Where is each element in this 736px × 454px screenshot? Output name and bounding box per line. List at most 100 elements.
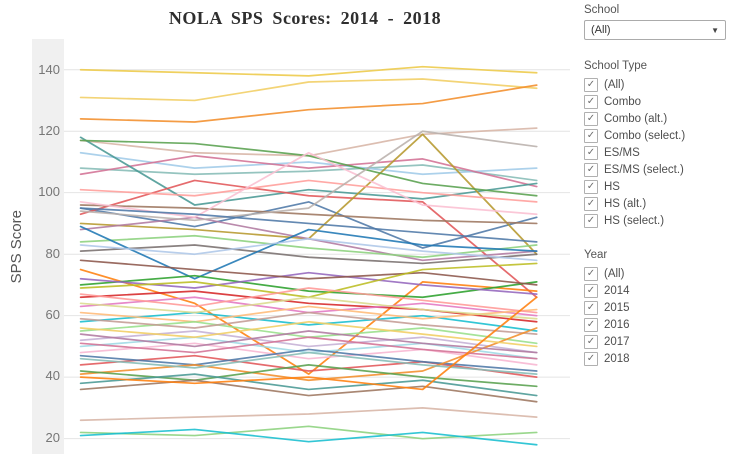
series-line[interactable]	[79, 327, 538, 382]
series-line[interactable]	[79, 262, 538, 299]
checkbox-icon[interactable]	[584, 300, 598, 315]
series-line[interactable]	[79, 351, 538, 375]
checkbox-icon[interactable]	[584, 334, 598, 349]
school-filter-label: School	[584, 4, 620, 16]
series-line[interactable]	[79, 136, 538, 206]
checkbox-icon[interactable]	[584, 266, 598, 281]
filter-panel: School (All) ▼ School Type (All) Combo C…	[570, 0, 736, 454]
series-line[interactable]	[79, 139, 538, 197]
series-line[interactable]	[79, 311, 538, 335]
series-line[interactable]	[79, 274, 538, 299]
series-line[interactable]	[79, 234, 538, 259]
checkbox-icon[interactable]	[584, 128, 598, 143]
checkbox-icon[interactable]	[584, 196, 598, 211]
line-chart-plot-area[interactable]	[64, 39, 570, 454]
option-label: HS (select.)	[604, 214, 665, 227]
series-line[interactable]	[79, 237, 538, 262]
series-line[interactable]	[79, 179, 538, 299]
series-line[interactable]	[79, 348, 538, 372]
school-type-option-combo[interactable]: Combo	[584, 93, 726, 110]
series-line[interactable]	[79, 225, 538, 280]
series-line[interactable]	[79, 207, 538, 243]
option-label: (All)	[604, 78, 625, 91]
year-option-2018[interactable]: 2018	[584, 350, 726, 367]
chart-region: NOLA SPS Scores: 2014 - 2018 SPS Score 2…	[0, 8, 570, 454]
checkbox-icon[interactable]	[584, 283, 598, 298]
school-type-option-esms[interactable]: ES/MS	[584, 144, 726, 161]
series-line[interactable]	[79, 342, 538, 366]
checkbox-icon[interactable]	[584, 111, 598, 126]
series-line[interactable]	[79, 305, 538, 323]
checkbox-icon[interactable]	[584, 162, 598, 177]
option-label: Combo	[604, 95, 642, 108]
checkbox-icon[interactable]	[584, 213, 598, 228]
series-line[interactable]	[79, 296, 538, 320]
year-option-2015[interactable]: 2015	[584, 299, 726, 316]
option-label: Combo (alt.)	[604, 112, 668, 125]
series-line[interactable]	[79, 130, 538, 222]
option-label: 2014	[604, 284, 630, 297]
series-line[interactable]	[79, 320, 538, 348]
y-axis-tick-label: 100	[38, 184, 60, 200]
school-type-option-combo-select[interactable]: Combo (select.)	[584, 127, 726, 144]
series-line[interactable]	[79, 164, 538, 182]
checkbox-icon[interactable]	[584, 351, 598, 366]
series-line[interactable]	[79, 179, 538, 203]
option-label: 2017	[604, 335, 630, 348]
y-axis-tick-label: 40	[45, 368, 60, 384]
series-line[interactable]	[79, 65, 538, 77]
year-option-2014[interactable]: 2014	[584, 282, 726, 299]
series-line[interactable]	[79, 271, 538, 295]
checkbox-icon[interactable]	[584, 94, 598, 109]
option-label: 2018	[604, 352, 630, 365]
checkbox-icon[interactable]	[584, 77, 598, 92]
year-option-2016[interactable]: 2016	[584, 316, 726, 333]
school-type-option-combo-alt[interactable]: Combo (alt.)	[584, 110, 726, 127]
series-line[interactable]	[79, 373, 538, 397]
series-line[interactable]	[79, 204, 538, 225]
checkbox-icon[interactable]	[584, 145, 598, 160]
option-label: HS	[604, 180, 620, 193]
school-type-filter: School Type (All) Combo Combo (alt.) Com…	[584, 60, 726, 229]
series-line[interactable]	[79, 201, 538, 249]
school-type-option-hs-alt[interactable]: HS (alt.)	[584, 195, 726, 212]
series-line[interactable]	[79, 78, 538, 102]
chart-title: NOLA SPS Scores: 2014 - 2018	[168, 8, 442, 28]
school-type-option-hs-select[interactable]: HS (select.)	[584, 212, 726, 229]
series-line[interactable]	[79, 154, 538, 188]
school-type-option-all[interactable]: (All)	[584, 76, 726, 93]
school-type-filter-label: School Type	[584, 60, 648, 72]
series-line[interactable]	[79, 296, 538, 391]
year-option-2017[interactable]: 2017	[584, 333, 726, 350]
series-line[interactable]	[79, 336, 538, 360]
y-axis-title-text: SPS Score	[7, 209, 25, 284]
series-line[interactable]	[79, 330, 538, 354]
series-line[interactable]	[79, 379, 538, 403]
series-line[interactable]	[79, 354, 538, 378]
year-filter: Year (All) 2014 2015 2016 2017	[584, 249, 726, 367]
option-label: 2015	[604, 301, 630, 314]
school-dropdown[interactable]: (All) ▼	[584, 20, 726, 40]
series-line[interactable]	[79, 268, 538, 375]
series-line[interactable]	[79, 311, 538, 332]
series-line[interactable]	[79, 151, 538, 176]
school-type-option-hs[interactable]: HS	[584, 178, 726, 195]
series-line[interactable]	[79, 244, 538, 265]
year-option-all[interactable]: (All)	[584, 265, 726, 282]
series-line[interactable]	[79, 259, 538, 286]
series-line[interactable]	[79, 407, 538, 422]
series-line[interactable]	[79, 290, 538, 323]
checkbox-icon[interactable]	[584, 179, 598, 194]
y-axis-tick-label: 140	[38, 61, 60, 77]
checkbox-icon[interactable]	[584, 317, 598, 332]
chart-row: SPS Score 20 40 60 80 100 120 140	[0, 39, 570, 454]
series-line[interactable]	[79, 287, 538, 314]
series-line[interactable]	[79, 428, 538, 446]
line-chart-svg[interactable]	[64, 39, 570, 454]
school-type-option-esms-select[interactable]: ES/MS (select.)	[584, 161, 726, 178]
option-label: 2016	[604, 318, 630, 331]
option-label: Combo (select.)	[604, 129, 686, 142]
series-line[interactable]	[79, 84, 538, 123]
y-axis-tick-column: 20 40 60 80 100 120 140	[32, 39, 64, 454]
